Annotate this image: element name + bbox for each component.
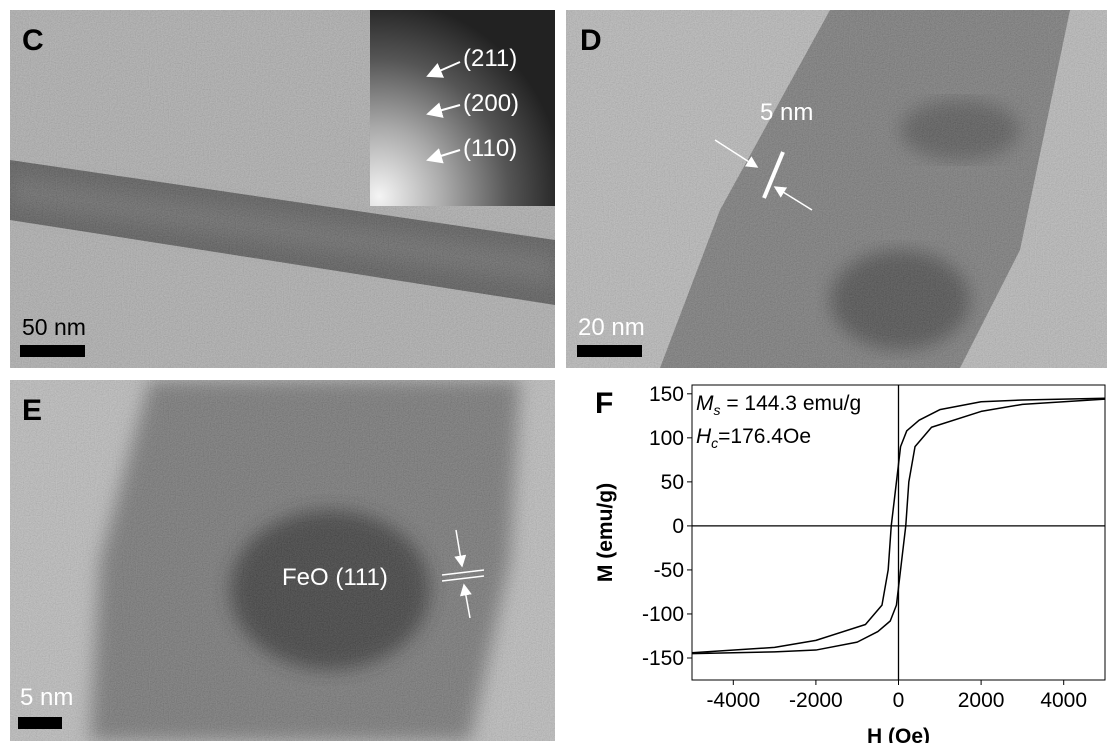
annotation-symbol: H (696, 425, 712, 448)
scale-bar-label: 20 nm (578, 314, 645, 341)
inset-label: (211) (463, 45, 517, 72)
y-tick-label: -150 (642, 647, 684, 670)
panel-e: FeO (111) E 5 nm (10, 380, 555, 741)
y-tick-label: 0 (672, 515, 684, 538)
y-axis-label: M (emu/g) (594, 483, 617, 582)
x-tick-label: -2000 (789, 689, 843, 712)
y-tick-label: 50 (661, 471, 684, 494)
annotation: Hc=176.4Oe (696, 425, 811, 451)
annotation-text: = 144.3 emu/g (721, 392, 862, 415)
inset-label: (200) (463, 90, 519, 117)
annotation-text: =176.4Oe (718, 425, 811, 448)
x-axis-label: H (Oe) (867, 725, 930, 743)
texture (10, 380, 555, 741)
panel-label: D (580, 24, 602, 57)
texture (566, 10, 1107, 368)
x-tick-label: -4000 (706, 689, 760, 712)
scale-bar-label: 50 nm (22, 314, 86, 340)
x-tick-label: 4000 (1040, 689, 1087, 712)
y-tick-label: -50 (654, 559, 684, 582)
panel-label: F (595, 387, 613, 420)
annotation-subscript: c (711, 435, 718, 451)
figure: (211) (200) (110) C 50 nm 5 nm D 20 nm F… (0, 0, 1115, 743)
annotation: 5 nm (760, 99, 813, 126)
annotation: FeO (111) (282, 564, 388, 591)
inset-label: (110) (463, 135, 517, 162)
panel-f: F -150 -100 -50 0 50 100 150 -4000 -2000 0 2000 400… (594, 383, 1105, 743)
panel-d: 5 nm D 20 nm (566, 10, 1107, 368)
scale-bar (20, 345, 85, 357)
scale-bar (18, 717, 62, 729)
x-tick-label: 0 (893, 689, 905, 712)
page: (211) (200) (110) C 50 nm 5 nm D 20 nm F… (0, 0, 1115, 743)
y-tick-label: 150 (649, 383, 684, 406)
y-tick-label: -100 (642, 603, 684, 626)
y-tick-label: 100 (649, 427, 684, 450)
panel-label: C (22, 24, 44, 57)
annotation-symbol: M (696, 392, 714, 415)
panel-c: (211) (200) (110) C 50 nm (10, 10, 555, 368)
x-tick-label: 2000 (958, 689, 1005, 712)
scale-bar-label: 5 nm (20, 684, 73, 711)
scale-bar (577, 345, 642, 357)
annotation-subscript: s (714, 402, 721, 418)
annotation: Ms = 144.3 emu/g (696, 392, 861, 418)
panel-label: E (22, 394, 42, 427)
